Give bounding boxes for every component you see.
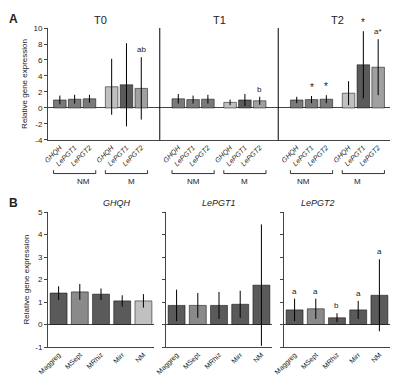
svg-text:Maggreg: Maggreg: [37, 351, 62, 376]
svg-text:-1: -1: [35, 343, 43, 352]
svg-text:a: a: [313, 287, 318, 296]
svg-text:LePGT2: LePGT2: [69, 144, 92, 167]
svg-text:Mirr: Mirr: [230, 351, 244, 365]
svg-text:NM: NM: [77, 177, 90, 186]
svg-text:2: 2: [38, 88, 43, 97]
svg-text:MRhiz: MRhiz: [321, 351, 340, 370]
svg-text:Maggreg: Maggreg: [273, 351, 298, 376]
svg-text:GHQH: GHQH: [95, 143, 116, 164]
svg-text:b: b: [334, 301, 339, 310]
svg-text:*: *: [324, 81, 328, 92]
svg-text:MRhiz: MRhiz: [85, 351, 104, 370]
svg-text:0: 0: [38, 320, 43, 329]
svg-text:4: 4: [38, 72, 43, 81]
svg-text:a*: a*: [374, 27, 382, 36]
svg-text:MRhiz: MRhiz: [203, 351, 222, 370]
svg-text:NM: NM: [297, 177, 310, 186]
svg-text:GHQH: GHQH: [280, 143, 301, 164]
svg-text:8: 8: [38, 40, 43, 49]
svg-text:0: 0: [38, 104, 43, 113]
svg-text:2: 2: [38, 275, 43, 284]
svg-text:a: a: [292, 287, 297, 296]
svg-text:LePGT2: LePGT2: [188, 144, 211, 167]
svg-text:MSept: MSept: [64, 351, 84, 371]
svg-text:Maggreg: Maggreg: [155, 351, 180, 376]
svg-text:3: 3: [38, 253, 43, 262]
svg-text:LePGT2: LePGT2: [358, 144, 381, 167]
svg-text:NM: NM: [134, 351, 147, 364]
svg-text:GHQH: GHQH: [103, 198, 131, 208]
svg-text:LePGT1: LePGT1: [106, 144, 129, 167]
svg-text:10: 10: [33, 24, 42, 33]
svg-text:Relative gene expression: Relative gene expression: [22, 235, 31, 325]
svg-text:LePGT2: LePGT2: [121, 144, 144, 167]
svg-text:Relative gene expression: Relative gene expression: [20, 39, 29, 129]
svg-text:LePGT1: LePGT1: [343, 144, 366, 167]
svg-text:Mirr: Mirr: [112, 351, 126, 365]
svg-text:LePGT2: LePGT2: [301, 198, 335, 208]
svg-text:A: A: [9, 12, 18, 26]
svg-text:NM: NM: [252, 351, 265, 364]
svg-text:T1: T1: [213, 14, 226, 26]
svg-text:GHQH: GHQH: [43, 143, 64, 164]
svg-text:LePGT1: LePGT1: [225, 144, 248, 167]
svg-text:-4: -4: [35, 136, 43, 145]
svg-text:NM: NM: [187, 177, 200, 186]
svg-text:T2: T2: [331, 14, 344, 26]
svg-text:LePGT1: LePGT1: [202, 198, 236, 208]
svg-text:MSept: MSept: [300, 351, 320, 371]
svg-text:MSept: MSept: [182, 351, 202, 371]
svg-text:a: a: [377, 247, 382, 256]
svg-text:Mirr: Mirr: [348, 351, 362, 365]
svg-text:a: a: [356, 289, 361, 298]
svg-text:5: 5: [38, 208, 43, 217]
svg-text:GHQH: GHQH: [213, 143, 234, 164]
svg-text:B: B: [9, 196, 18, 210]
svg-text:4: 4: [38, 230, 43, 239]
svg-text:*: *: [361, 17, 365, 28]
svg-text:*: *: [310, 82, 314, 93]
svg-text:ab: ab: [137, 45, 146, 54]
svg-text:M: M: [128, 177, 135, 186]
svg-text:6: 6: [38, 56, 43, 65]
svg-text:LePGT2: LePGT2: [306, 144, 329, 167]
svg-text:b: b: [257, 85, 262, 94]
svg-text:M: M: [354, 177, 361, 186]
svg-text:LePGT1: LePGT1: [291, 144, 314, 167]
svg-text:1: 1: [38, 298, 43, 307]
svg-text:LePGT1: LePGT1: [54, 144, 77, 167]
svg-text:-2: -2: [35, 120, 43, 129]
svg-text:GHQH: GHQH: [162, 143, 183, 164]
svg-text:LePGT2: LePGT2: [240, 144, 263, 167]
svg-text:NM: NM: [370, 351, 383, 364]
svg-text:LePGT1: LePGT1: [173, 144, 196, 167]
svg-text:T0: T0: [94, 14, 107, 26]
svg-text:GHQH: GHQH: [332, 143, 353, 164]
svg-text:M: M: [241, 177, 248, 186]
